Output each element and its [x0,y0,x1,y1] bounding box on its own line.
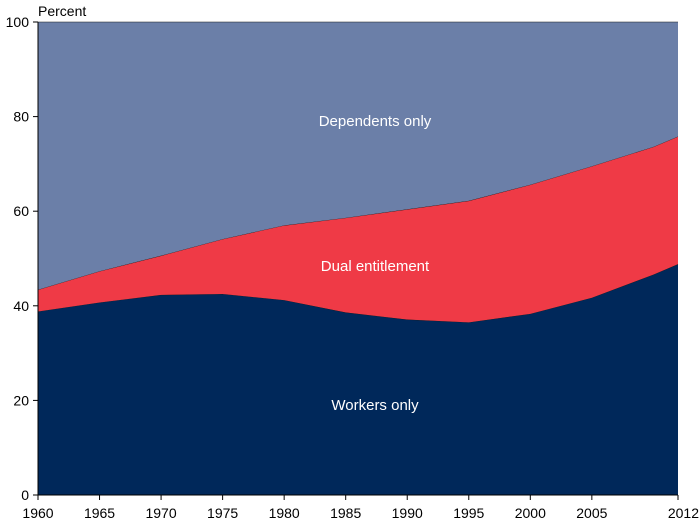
x-tick-label: 1990 [392,505,423,521]
y-tick-label: 20 [13,392,29,408]
area-workers-only [38,264,678,495]
y-tick-label: 100 [6,14,30,30]
series-label-workers-only: Workers only [331,397,419,414]
y-tick-label: 0 [21,487,29,503]
chart-axes: 0 20 40 60 80 100 1960 1965 1970 1975 1980 1985 1990… [6,14,700,521]
x-tick-label: 2000 [515,505,546,521]
chart-areas [37,21,679,495]
series-label-dual-entitlement: Dual entitlement [321,258,430,275]
x-tick-label: 1960 [22,505,53,521]
area-dual-entitlement [38,136,678,323]
area-dependents-only [38,22,678,290]
y-tick-label: 80 [13,109,29,125]
x-tick-label: 2012 [668,505,699,521]
x-tick-label: 1985 [330,505,361,521]
chart-area-labels: Dependents only Dual entitlement Workers… [319,113,432,414]
x-tick-label: 1975 [207,505,238,521]
x-tick-label: 1980 [269,505,300,521]
x-tick-label: 1970 [145,505,176,521]
y-tick-label: 40 [13,298,29,314]
y-tick-label: 60 [13,203,29,219]
x-tick-label: 1965 [84,505,115,521]
x-tick-label: 2005 [576,505,607,521]
x-tick-label: 1995 [453,505,484,521]
y-axis-title: Percent [38,3,86,19]
series-label-dependents-only: Dependents only [319,113,432,130]
